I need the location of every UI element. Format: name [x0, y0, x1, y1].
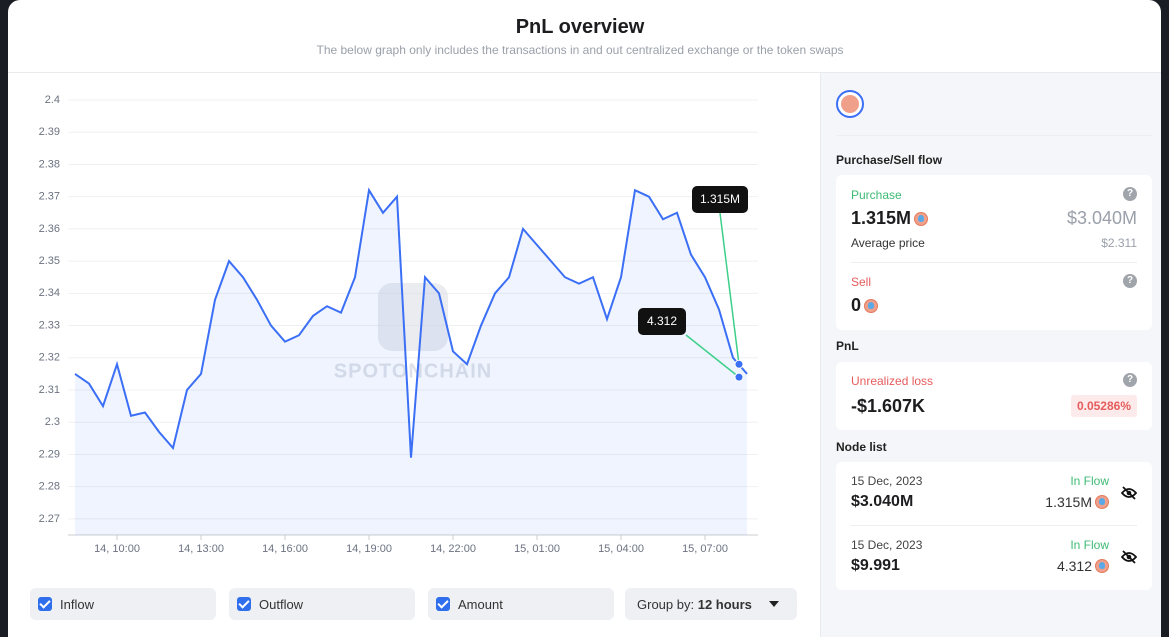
- checkbox[interactable]: [38, 597, 52, 611]
- line: [74, 187, 748, 458]
- y-tick-label: 2.39: [39, 126, 60, 138]
- y-tick-label: 2.31: [39, 384, 60, 396]
- y-tick-label: 2.27: [39, 513, 60, 525]
- y-tick-label: 2.34: [39, 287, 60, 299]
- marker: [734, 359, 744, 369]
- area: [75, 190, 747, 535]
- section-title: Node list: [836, 440, 887, 454]
- y-tick-label: 2.28: [39, 481, 60, 493]
- y-tick-label: 2.35: [39, 255, 60, 267]
- divider: [851, 262, 1137, 263]
- amount: 1.315M: [851, 208, 912, 228]
- token-avatar: [836, 90, 864, 118]
- pnl-card: Unrealized loss ? -$1.607K 0.05286%: [836, 362, 1152, 430]
- hide-icon[interactable]: [1121, 486, 1137, 500]
- x-tick-label: 14, 22:00: [430, 543, 476, 555]
- coin-icon: [1095, 495, 1109, 509]
- chart: 2.27 2.28 2.29 2.3 2.31 2.32 2.33 2.34 2.35 2.36 2…: [39, 94, 758, 555]
- x-tick-label: 14, 13:00: [178, 543, 224, 555]
- node-usd: $3.040M: [851, 493, 914, 510]
- group-by-text: Group by: 12 hours: [637, 597, 752, 612]
- flow-card: Purchase ? 1.315M $3.040M Average price …: [836, 175, 1152, 330]
- y-tick-label: 2.38: [39, 158, 60, 170]
- checkbox[interactable]: [436, 597, 450, 611]
- node-date: 15 Dec, 2023: [851, 538, 923, 552]
- node-usd: $9.991: [851, 557, 900, 574]
- group-by-label: Group by:: [637, 597, 695, 612]
- pnl-percent: 0.05286%: [1070, 395, 1137, 417]
- y-tick-label: 2.3: [45, 416, 60, 428]
- callout-box: [692, 186, 748, 213]
- slash: [1122, 550, 1136, 564]
- purchase-usd: $3.040M: [1066, 208, 1137, 228]
- avg-label: Average price: [851, 236, 925, 250]
- y-tick-label: 2.29: [39, 448, 60, 460]
- callout-box: [638, 308, 686, 335]
- section-title: Purchase/Sell flow: [836, 153, 943, 167]
- amount: 1.315M: [1045, 494, 1092, 510]
- card: PnL overview The below graph only includ…: [8, 0, 1161, 637]
- coin-icon: [1095, 559, 1109, 573]
- callout-line: [719, 212, 740, 365]
- watermark-logo: [378, 283, 448, 351]
- y-tick-label: 2.36: [39, 223, 60, 235]
- avg-price: $2.311: [1101, 236, 1137, 250]
- callout-line: [685, 334, 740, 378]
- filter[interactable]: Inflow: [30, 588, 216, 620]
- x-tick-label: 14, 10:00: [94, 543, 140, 555]
- filter-label: Inflow: [60, 597, 94, 612]
- x-tick-label: 15, 04:00: [598, 543, 644, 555]
- sell-label: Sell: [851, 275, 872, 289]
- divider: [8, 72, 1161, 73]
- y-tick-label: 2.37: [39, 191, 60, 203]
- filter-label: Amount: [458, 597, 503, 612]
- purchase-amount: 1.315M: [851, 208, 929, 229]
- help-icon[interactable]: ?: [1123, 274, 1137, 288]
- section-title: PnL: [836, 339, 859, 353]
- filter[interactable]: Outflow: [229, 588, 415, 620]
- callout-label: 1.315M: [700, 192, 740, 206]
- marker: [734, 372, 744, 382]
- y-tick-label: 2.33: [39, 319, 60, 331]
- filter[interactable]: Amount: [428, 588, 614, 620]
- pnl-label: Unrealized loss: [851, 374, 934, 388]
- sell-amount: 0: [851, 295, 879, 316]
- purchase-label: Purchase: [851, 188, 902, 202]
- hide-icon[interactable]: [1121, 550, 1137, 564]
- pnl-value: -$1.607K: [851, 396, 926, 416]
- title: PnL overview: [515, 16, 645, 38]
- node-list: 15 Dec, 2023 In Flow $3.040M 1.315M 15 Dec, …: [836, 462, 1152, 590]
- group-by-value: 12 hours: [697, 597, 752, 612]
- x-tick-label: 14, 16:00: [262, 543, 308, 555]
- token-icon: [841, 95, 859, 113]
- group-by[interactable]: Group by: 12 hours: [625, 588, 797, 620]
- node-amount: 1.315M: [1045, 494, 1109, 510]
- divider: [851, 525, 1137, 526]
- node-date: 15 Dec, 2023: [851, 474, 923, 488]
- node-flow: In Flow: [1070, 474, 1109, 488]
- x-tick-label: 15, 07:00: [682, 543, 728, 555]
- node-flow: In Flow: [1070, 538, 1109, 552]
- subtitle: The below graph only includes the transa…: [316, 43, 844, 57]
- filter-label: Outflow: [259, 597, 304, 612]
- dropdown-arrow: [769, 601, 779, 607]
- x-tick-label: 15, 01:00: [514, 543, 560, 555]
- watermark: SPOTONCHAIN: [334, 360, 492, 382]
- node-amount: 4.312: [1057, 558, 1109, 574]
- help-icon[interactable]: ?: [1123, 187, 1137, 201]
- slash: [1122, 486, 1136, 500]
- y-tick-label: 2.32: [39, 352, 60, 364]
- side-panel: Purchase/Sell flow Purchase ? 1.315M $3.…: [820, 73, 1161, 637]
- amount: 0: [851, 295, 862, 315]
- checkbox[interactable]: [237, 597, 251, 611]
- coin-icon: [914, 212, 929, 226]
- y-tick-label: 2.4: [45, 94, 60, 106]
- help-icon[interactable]: ?: [1123, 373, 1137, 387]
- amount: 4.312: [1056, 558, 1092, 574]
- divider: [836, 135, 1152, 136]
- x-tick-label: 14, 19:00: [346, 543, 392, 555]
- callout-label: 4.312: [647, 314, 677, 328]
- coin-icon: [864, 299, 879, 313]
